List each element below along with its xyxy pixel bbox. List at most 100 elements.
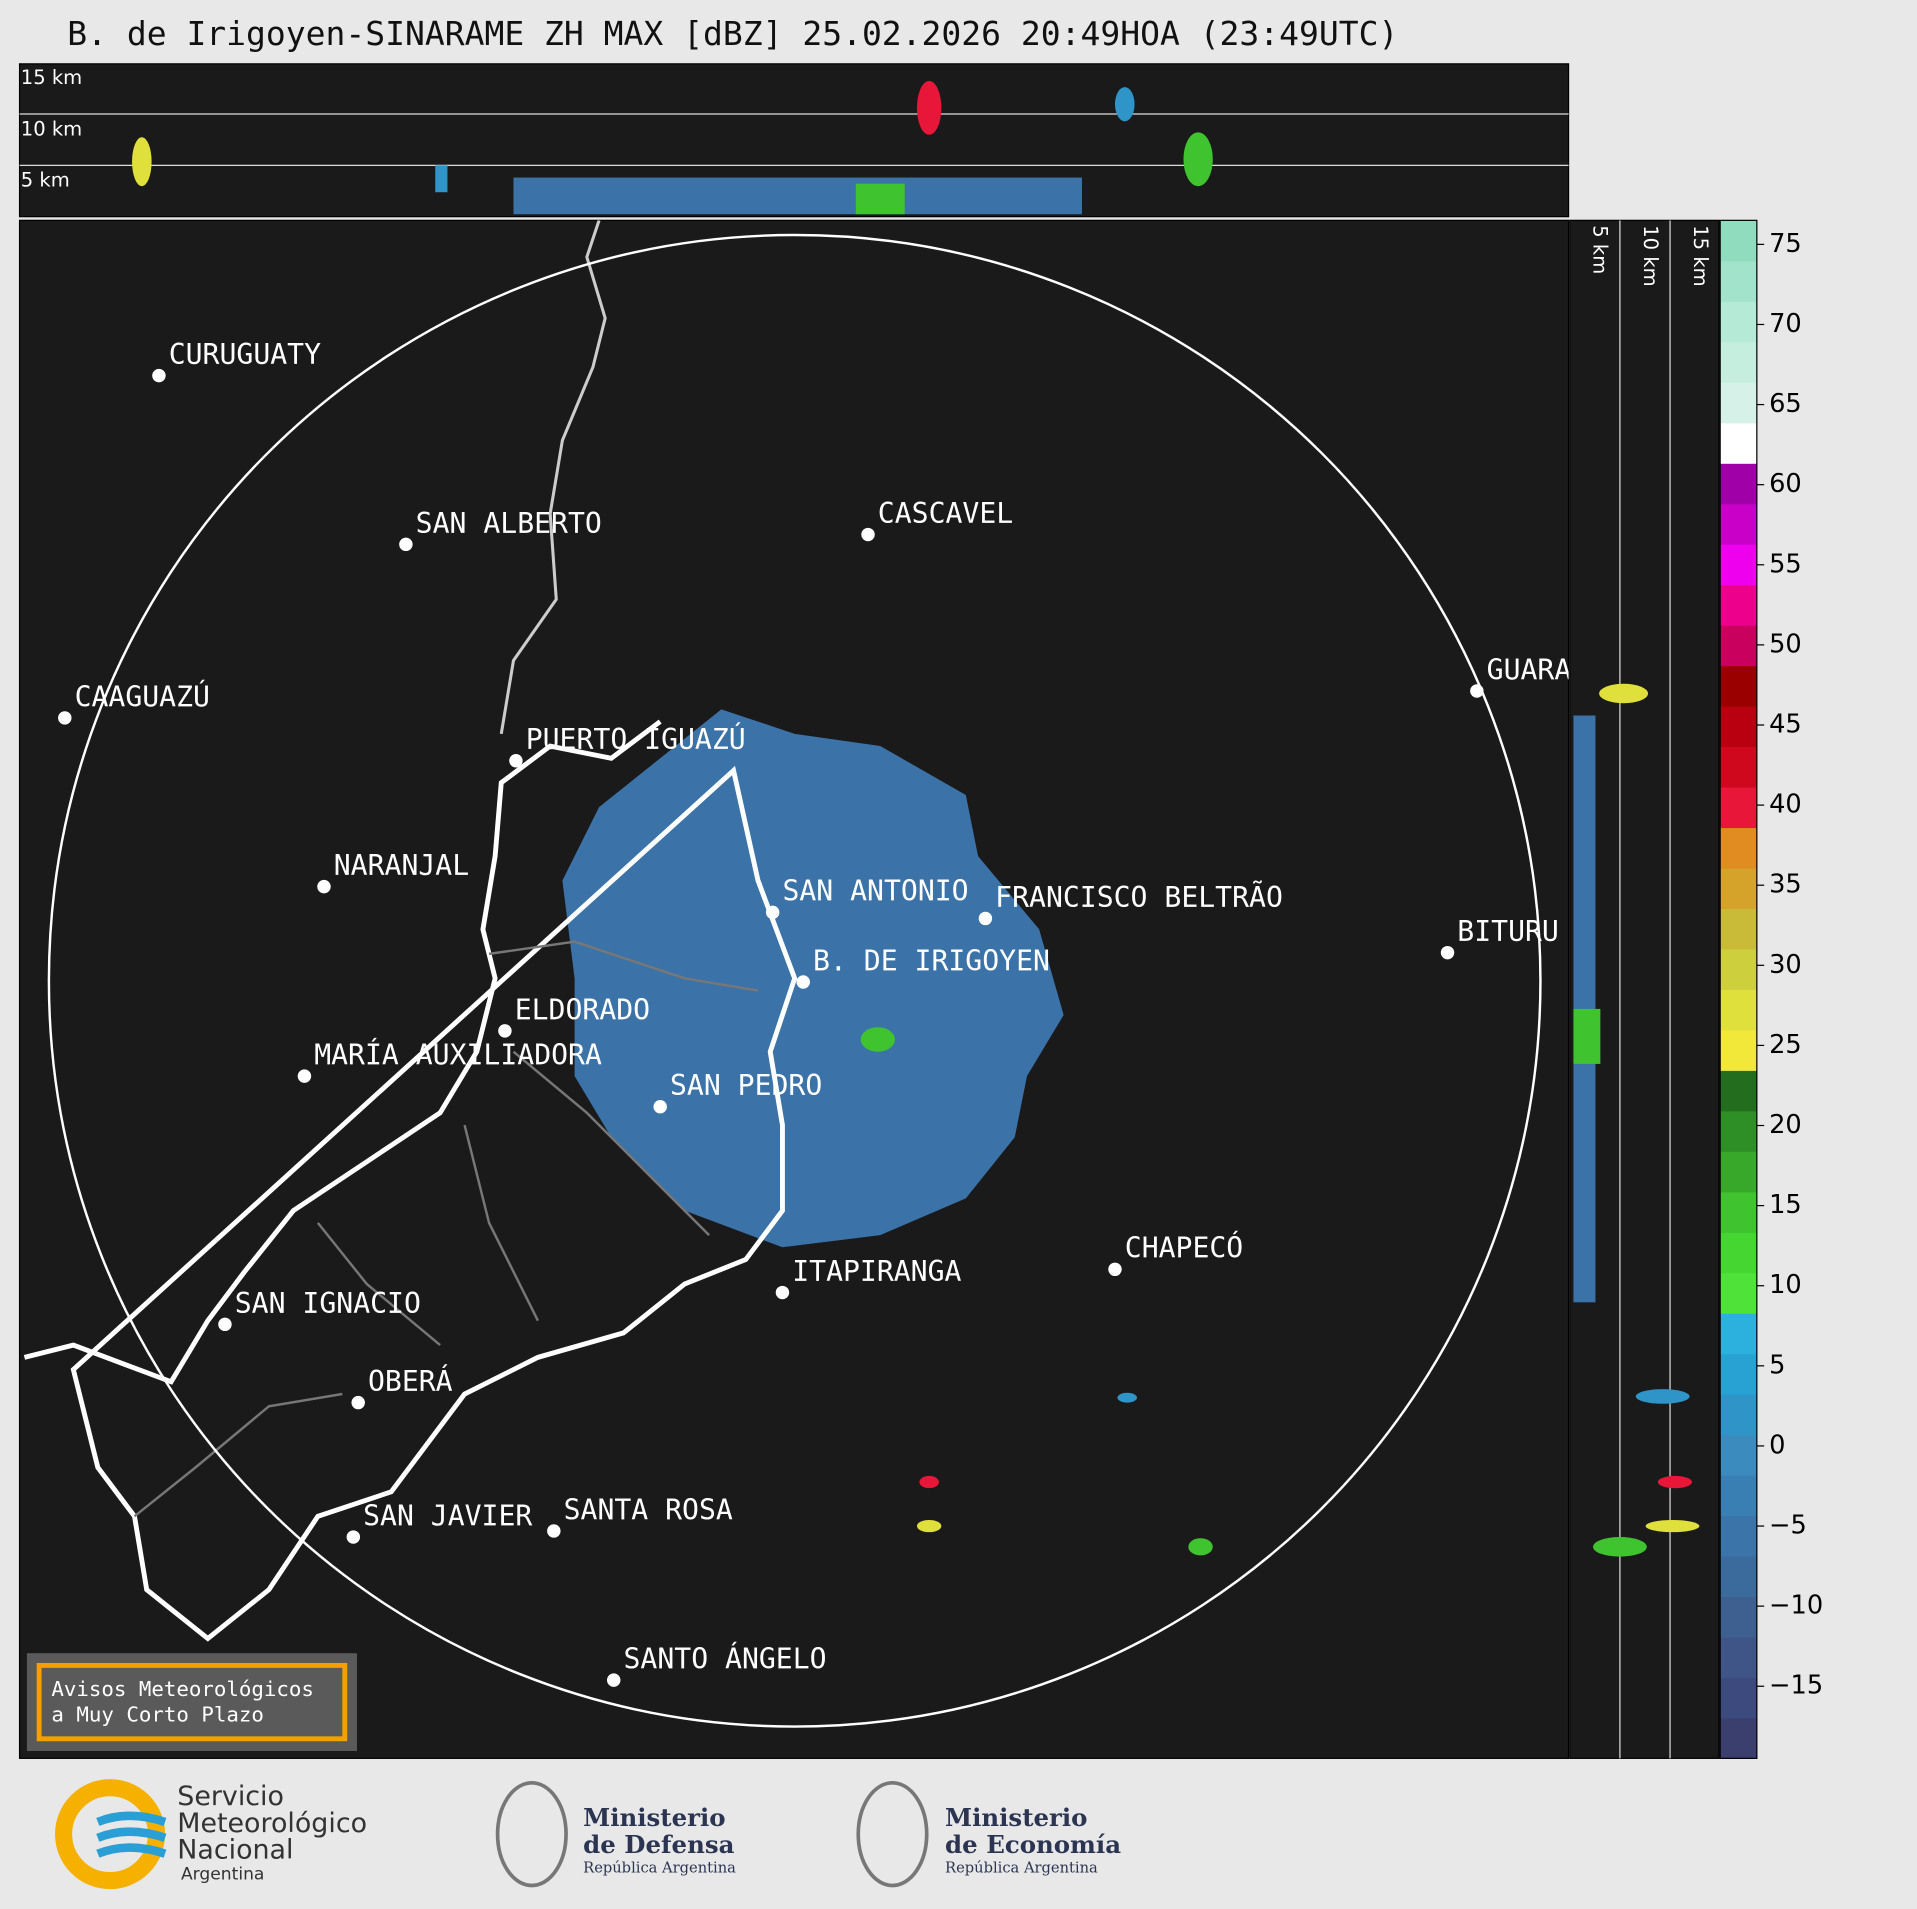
colorbar-band xyxy=(1720,1191,1757,1233)
city-label: CAAGUAZÚ xyxy=(75,679,210,713)
city-label: SAN PEDRO xyxy=(670,1069,822,1102)
colorbar-band xyxy=(1720,463,1757,505)
colorbar-tick-label: 5 xyxy=(1769,1350,1785,1380)
coat-of-arms xyxy=(495,1780,568,1888)
footer-text: Argentina xyxy=(181,1864,264,1884)
border-line xyxy=(23,719,798,1642)
city-dot xyxy=(775,1285,790,1300)
colorbar-band xyxy=(1720,341,1757,383)
city-label: CURUGUATY xyxy=(169,338,321,371)
colorbar-band xyxy=(1720,1110,1757,1152)
colorbar-band xyxy=(1720,260,1757,302)
echo-profile xyxy=(435,165,448,193)
range-ring xyxy=(47,233,1542,1728)
colorbar-band xyxy=(1720,1232,1757,1274)
echo-area xyxy=(562,709,1064,1248)
city-dot xyxy=(498,1024,512,1038)
colorbar-band xyxy=(1720,1434,1757,1476)
echo-profile xyxy=(916,80,942,135)
city-label: OBERÁ xyxy=(368,1364,453,1398)
city-label: MARÍA AUXILIADORA xyxy=(314,1038,602,1072)
echo-core xyxy=(1117,1392,1137,1403)
city-label: ELDORADO xyxy=(515,993,650,1026)
echo-core xyxy=(860,1027,895,1052)
echo-profile xyxy=(1635,1389,1690,1404)
colorbar-band xyxy=(1720,1272,1757,1314)
province-line xyxy=(133,940,759,1518)
city-label: SANTA ROSA xyxy=(564,1493,733,1526)
city-label: SAN IGNACIO xyxy=(235,1287,421,1320)
height-label: 10 km xyxy=(21,117,82,140)
colorbar-tick-label: 35 xyxy=(1769,870,1802,900)
colorbar-band xyxy=(1720,220,1757,262)
footer-text: de Defensa xyxy=(583,1830,734,1859)
colorbar-band xyxy=(1720,746,1757,788)
colorbar-band xyxy=(1720,1636,1757,1679)
colorbar-band xyxy=(1720,544,1757,586)
colorbar-band xyxy=(1720,786,1757,829)
colorbar-band xyxy=(1720,1677,1757,1719)
city-dot xyxy=(218,1317,232,1332)
city-dot xyxy=(607,1673,621,1687)
footer-text: Meteorológico xyxy=(177,1808,367,1839)
echo-core xyxy=(1188,1538,1213,1556)
warning-box-bg xyxy=(26,1653,357,1752)
footer-text: República Argentina xyxy=(945,1859,1098,1876)
echo-profile xyxy=(1599,683,1649,704)
colorbar-band xyxy=(1720,1029,1757,1071)
city-dot xyxy=(346,1530,361,1544)
echo-core xyxy=(919,1475,939,1489)
city-dot xyxy=(1440,945,1455,960)
colorbar-band xyxy=(1720,1394,1757,1436)
colorbar-band xyxy=(1720,1717,1757,1759)
city-dot xyxy=(765,905,780,920)
echo-profile xyxy=(1114,87,1135,122)
height-label: 5 km xyxy=(21,169,70,192)
warning-box[interactable] xyxy=(36,1662,348,1742)
footer-text: Ministerio xyxy=(945,1803,1087,1832)
city-label: ITAPIRANGA xyxy=(792,1255,961,1288)
map-layers: CURUGUATY SAN ALBERTO CASCAVEL CAAGUAZÚ GUAR… xyxy=(23,220,1569,1728)
city-dot xyxy=(351,1395,365,1410)
echo-profile xyxy=(1183,132,1213,187)
colorbar-band xyxy=(1720,1515,1757,1557)
colorbar-band xyxy=(1720,301,1757,343)
colorbar-frame xyxy=(1719,219,1758,1759)
echo-profile xyxy=(1593,1537,1647,1557)
city-dot xyxy=(58,711,72,725)
colorbar-tick-label: −10 xyxy=(1769,1591,1823,1621)
city-label: SAN ANTONIO xyxy=(782,875,968,908)
city-dot xyxy=(399,537,413,552)
city-label: SAN JAVIER xyxy=(363,1499,532,1532)
city-layer: CURUGUATY SAN ALBERTO CASCAVEL CAAGUAZÚ GUAR… xyxy=(58,338,1569,1687)
colorbar-tick-label: 65 xyxy=(1769,389,1802,419)
colorbar-band xyxy=(1720,1596,1757,1638)
city-label: BITURU xyxy=(1457,915,1559,948)
colorbar-tick-label: 0 xyxy=(1769,1430,1785,1460)
colorbar-band xyxy=(1720,1151,1757,1193)
echo-profile xyxy=(1645,1519,1700,1533)
echo-profile xyxy=(855,183,905,215)
colorbar-band xyxy=(1720,1353,1757,1395)
colorbar-band xyxy=(1720,706,1757,748)
city-label: SANTO ÁNGELO xyxy=(624,1642,827,1676)
colorbar-tick-label: 40 xyxy=(1769,790,1802,820)
warning-text: a Muy Corto Plazo xyxy=(51,1703,264,1727)
colorbar: −15 −10 −5 0 5 10 15 20 25 30 35 40 45 50 55 60 65 70 75 xyxy=(1720,220,1823,1759)
city-label: FRANCISCO BELTRÃO xyxy=(995,881,1283,914)
colorbar-band xyxy=(1720,867,1757,910)
colorbar-tick-label: 10 xyxy=(1769,1270,1802,1300)
colorbar-band xyxy=(1720,625,1757,667)
colorbar-band xyxy=(1720,1555,1757,1598)
coat-of-arms xyxy=(856,1780,929,1888)
city-dot xyxy=(547,1524,561,1538)
colorbar-band xyxy=(1720,665,1757,707)
city-dot xyxy=(796,975,810,989)
echo-profile xyxy=(513,177,1082,215)
colorbar-tick-label: 25 xyxy=(1769,1030,1802,1060)
colorbar-band xyxy=(1720,948,1757,990)
colorbar-band xyxy=(1720,422,1757,464)
colorbar-band xyxy=(1720,503,1757,545)
colorbar-tick-label: 15 xyxy=(1769,1190,1802,1220)
city-label: SAN ALBERTO xyxy=(416,507,602,540)
